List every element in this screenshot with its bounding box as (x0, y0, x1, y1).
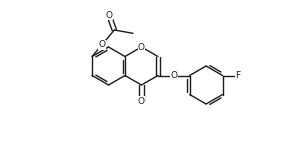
Text: O: O (138, 97, 145, 106)
Text: O: O (171, 71, 178, 80)
Text: O: O (99, 40, 106, 49)
Text: O: O (138, 42, 145, 52)
Text: F: F (236, 71, 241, 80)
Text: O: O (106, 11, 113, 20)
